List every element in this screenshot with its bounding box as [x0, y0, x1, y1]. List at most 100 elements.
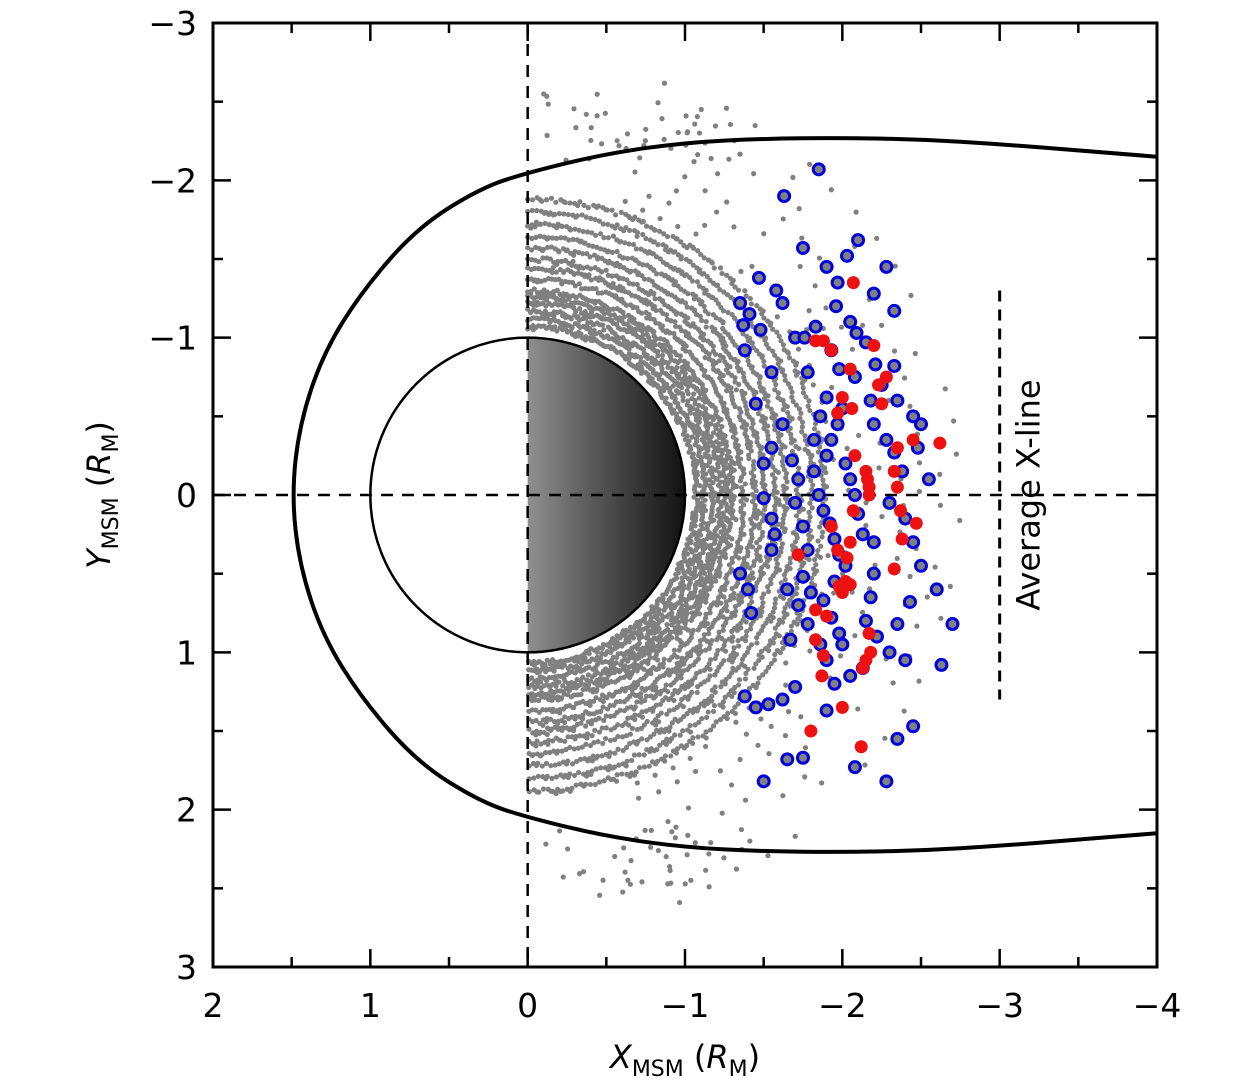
orbit-coverage-point — [750, 344, 756, 351]
orbit-coverage-point — [651, 748, 657, 754]
orbit-coverage-point — [585, 205, 591, 211]
orbit-coverage-point — [554, 750, 560, 756]
event-red-point — [843, 578, 857, 592]
orbit-coverage-point — [780, 216, 786, 222]
event-blue-point — [807, 432, 822, 447]
orbit-coverage-point — [697, 638, 703, 644]
orbit-coverage-point — [589, 674, 595, 680]
orbit-coverage-point — [957, 517, 963, 524]
orbit-coverage-point — [674, 654, 680, 660]
orbit-coverage-point — [786, 355, 793, 361]
orbit-coverage-point — [732, 710, 739, 717]
orbit-coverage-point — [768, 580, 774, 587]
x-axis-title-paren-open: ( — [684, 1038, 707, 1076]
orbit-coverage-point — [694, 114, 700, 120]
orbit-coverage-point — [761, 425, 767, 432]
orbit-coverage-point — [762, 395, 768, 402]
event-red-point — [872, 378, 886, 392]
event-red-point — [835, 700, 849, 714]
orbit-coverage-point — [605, 235, 611, 241]
orbit-coverage-point — [538, 741, 544, 747]
orbit-coverage-point — [702, 355, 708, 361]
orbit-coverage-point — [586, 650, 592, 657]
orbit-coverage-point — [687, 274, 693, 281]
orbit-coverage-point — [694, 689, 700, 696]
orbit-coverage-point — [775, 361, 781, 367]
orbit-coverage-point — [774, 329, 780, 335]
orbit-coverage-point — [609, 273, 615, 279]
orbit-coverage-point — [590, 243, 596, 249]
orbit-coverage-point — [554, 328, 560, 334]
orbit-coverage-point — [671, 707, 677, 713]
orbit-coverage-point — [776, 438, 782, 444]
orbit-coverage-point — [588, 137, 594, 144]
event-blue-point — [803, 585, 818, 600]
orbit-coverage-point — [600, 221, 606, 227]
orbit-coverage-point — [759, 311, 765, 317]
orbit-coverage-point — [749, 340, 755, 346]
orbit-coverage-point — [748, 621, 754, 628]
orbit-coverage-point — [764, 403, 771, 409]
event-red-point — [895, 532, 909, 546]
orbit-coverage-point — [757, 557, 763, 563]
event-red-point — [840, 551, 854, 565]
orbit-coverage-point — [661, 136, 667, 142]
y-axis-title-paren-open: ( — [80, 475, 118, 498]
orbit-coverage-point — [650, 251, 656, 257]
orbit-coverage-point — [606, 307, 613, 313]
orbit-coverage-point — [650, 687, 656, 693]
orbit-coverage-point — [796, 509, 802, 515]
orbit-coverage-point — [765, 398, 771, 405]
orbit-coverage-point — [874, 235, 880, 242]
orbit-coverage-point — [717, 588, 723, 594]
orbit-coverage-point — [829, 384, 835, 391]
event-blue-point — [921, 472, 936, 487]
orbit-coverage-point — [749, 263, 755, 269]
orbit-coverage-point — [723, 575, 729, 581]
orbit-coverage-point — [633, 246, 639, 252]
orbit-coverage-point — [796, 445, 802, 452]
orbit-coverage-point — [655, 100, 661, 106]
orbit-coverage-point — [612, 212, 619, 218]
orbit-coverage-point — [901, 708, 907, 714]
orbit-coverage-point — [620, 255, 627, 261]
orbit-coverage-point — [696, 419, 702, 425]
orbit-coverage-point — [704, 638, 710, 644]
orbit-coverage-point — [654, 271, 660, 277]
orbit-coverage-point — [779, 619, 786, 625]
orbit-coverage-point — [760, 472, 766, 479]
orbit-coverage-point — [714, 209, 720, 215]
event-red-point — [843, 362, 857, 376]
orbit-coverage-point — [625, 715, 631, 721]
orbit-coverage-point — [544, 244, 551, 250]
orbit-coverage-point — [548, 763, 554, 769]
orbit-coverage-point — [573, 700, 579, 707]
orbit-coverage-point — [704, 462, 710, 469]
orbit-coverage-point — [657, 742, 663, 748]
orbit-coverage-point — [626, 639, 632, 645]
orbit-coverage-point — [729, 638, 735, 644]
orbit-coverage-point — [685, 627, 691, 633]
orbit-coverage-point — [571, 772, 578, 779]
orbit-coverage-point — [725, 309, 731, 316]
orbit-coverage-point — [733, 608, 739, 614]
orbit-coverage-point — [552, 762, 558, 768]
orbit-coverage-point — [563, 761, 570, 767]
orbit-coverage-point — [747, 295, 753, 302]
orbit-coverage-point — [544, 731, 550, 738]
orbit-coverage-point — [575, 745, 581, 751]
x-tick-label: −3 — [975, 986, 1024, 1025]
orbit-coverage-point — [571, 271, 577, 277]
orbit-coverage-point — [765, 584, 771, 590]
event-blue-point — [813, 409, 828, 424]
orbit-coverage-point — [775, 390, 781, 396]
orbit-coverage-point — [621, 845, 627, 851]
orbit-coverage-point — [543, 749, 549, 756]
orbit-coverage-point — [698, 251, 704, 258]
orbit-coverage-point — [594, 113, 600, 119]
orbit-coverage-point — [710, 362, 716, 368]
event-red-point — [820, 609, 834, 623]
orbit-coverage-point — [799, 563, 805, 569]
orbit-coverage-point — [672, 249, 678, 255]
event-red-point — [887, 562, 901, 576]
